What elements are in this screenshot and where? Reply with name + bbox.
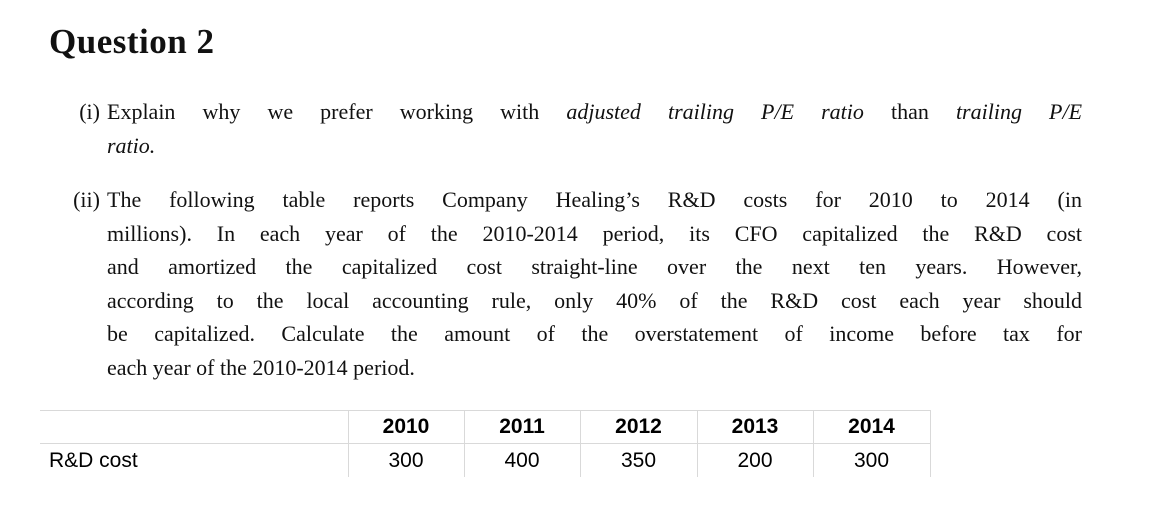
table-cell-value: 300 <box>812 443 931 477</box>
table-cell-value: 200 <box>696 443 813 477</box>
table-corner-cell <box>40 410 348 444</box>
question-line: millions). In each year of the 2010-2014… <box>107 217 1082 251</box>
question-line: according to the local accounting rule, … <box>107 284 1082 318</box>
question-item-1: (i) Explain why we prefer working with ad… <box>79 95 1082 163</box>
page-title: Question 2 <box>49 22 215 61</box>
rd-cost-table: 2010 2011 2012 2013 2014 R&D cost 300 400 350 2… <box>40 410 931 477</box>
question-list: (i) Explain why we prefer working with ad… <box>73 95 1082 385</box>
table-row-label: R&D cost <box>49 448 138 472</box>
emphasis-text: trailing P/E <box>955 99 1083 124</box>
body-text: than <box>863 99 956 124</box>
table-header-year: 2014 <box>812 410 931 444</box>
emphasis-text: adjusted trailing P/E ratio <box>566 99 864 124</box>
question-line: each year of the 2010-2014 period. <box>107 351 1082 385</box>
table-header-year: 2011 <box>463 410 580 444</box>
table-data-row: R&D cost 300 400 350 200 300 <box>40 443 931 477</box>
question-item-2: (ii) The following table reports Company … <box>73 183 1082 385</box>
body-text: millions). In each year of the 2010-2014… <box>107 220 1082 246</box>
question-label: (i) <box>79 99 100 124</box>
question-line: ratio. <box>107 129 1082 163</box>
body-text: Explain why we prefer working with <box>107 99 567 124</box>
table-header-year: 2010 <box>347 410 464 444</box>
question-line: be capitalized. Calculate the amount of … <box>107 317 1082 351</box>
body-text: and amortized the capitalized cost strai… <box>107 254 1082 279</box>
question-line: Explain why we prefer working with adjus… <box>107 95 1082 129</box>
body-text: according to the local accounting rule, … <box>107 287 1082 313</box>
table-cell-value: 350 <box>579 443 697 477</box>
table-cell-value: 300 <box>347 443 464 477</box>
body-text: be capitalized. Calculate the amount of … <box>107 321 1082 346</box>
table-header-row: 2010 2011 2012 2013 2014 <box>40 410 931 444</box>
emphasis-text: ratio. <box>107 132 156 158</box>
body-text: The following table reports Company Heal… <box>107 187 1082 212</box>
question-line: and amortized the capitalized cost strai… <box>107 250 1082 284</box>
table-cell-value: 400 <box>463 443 580 477</box>
table-header-year: 2013 <box>696 410 813 444</box>
question-label: (ii) <box>73 187 100 212</box>
body-text: each year of the 2010-2014 period. <box>107 354 415 380</box>
table-header-year: 2012 <box>579 410 697 444</box>
question-line: The following table reports Company Heal… <box>107 183 1082 217</box>
